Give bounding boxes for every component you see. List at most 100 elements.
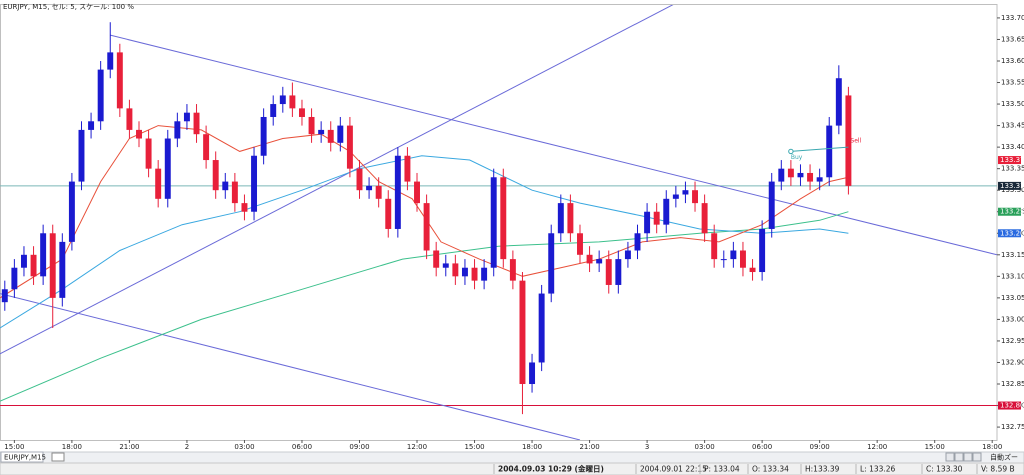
candle-body: [481, 267, 488, 281]
candle-body: [289, 95, 296, 109]
candle-body: [433, 250, 440, 268]
status-items: 2004.09.03 10:29 (金曜日) 2004.09.01 22:15P:…: [493, 464, 1015, 474]
price-label: 133.31: [1000, 182, 1024, 190]
candle-body: [519, 280, 526, 385]
moving-average: [0, 155, 849, 329]
candle-body: [299, 108, 305, 117]
tab-bar: [0, 451, 1024, 464]
candle-body: [807, 172, 814, 182]
x-tick-label: 09:00: [349, 443, 369, 451]
candle-body: [183, 112, 190, 122]
candle-body: [385, 198, 392, 229]
x-tick-label: 15:00: [925, 443, 945, 451]
candle-body: [835, 78, 842, 126]
candle-body: [308, 116, 315, 135]
candle-body: [40, 233, 47, 277]
candle-body: [88, 121, 95, 130]
scroll-button[interactable]: [945, 452, 955, 462]
status-item: 2004.09.03 10:29 (金曜日): [498, 464, 604, 474]
plot-area: [0, 5, 997, 440]
candle-body: [845, 95, 852, 186]
candle-body: [663, 198, 670, 225]
candle-body: [337, 125, 344, 143]
candle-body: [644, 211, 651, 234]
candle-body: [672, 194, 679, 199]
candle-body: [615, 259, 622, 285]
x-tick-label: 21:00: [579, 443, 599, 451]
x-tick-label: 18:00: [62, 443, 82, 451]
y-tick-label: 133.70: [1001, 14, 1024, 22]
status-item: P: 133.04: [704, 465, 740, 474]
candle-body: [279, 95, 286, 105]
candle-body: [826, 125, 833, 178]
candle-body: [49, 233, 56, 298]
status-item: L: 133.26: [860, 465, 896, 474]
price-label-box: [998, 401, 1021, 410]
tab-icon[interactable]: [51, 452, 65, 462]
annotation: Sell: [850, 138, 861, 145]
price-label-box: [998, 156, 1021, 165]
order-point: [788, 148, 794, 155]
candle-body: [529, 362, 536, 385]
candle-body: [346, 125, 353, 169]
chart-tab[interactable]: [0, 451, 44, 463]
candle-body: [212, 160, 219, 191]
candle-body: [624, 250, 631, 260]
candle-body: [692, 190, 698, 204]
price-label: 133.25: [1000, 208, 1024, 216]
candle-body: [241, 203, 248, 212]
candle-body: [749, 267, 756, 273]
chart-tab-label[interactable]: EURJPY,M15: [4, 454, 46, 462]
candle-body: [739, 250, 746, 268]
scroll-button[interactable]: [963, 452, 973, 462]
candle-body: [461, 267, 468, 277]
candle-body: [442, 263, 449, 268]
candle-body: [701, 203, 708, 234]
zoom-label[interactable]: 自動ズー: [990, 453, 1018, 462]
candle-body: [231, 181, 238, 204]
y-tick-label: 133.30: [1001, 186, 1024, 194]
x-tick-label: 21:00: [119, 443, 139, 451]
y-tick-label: 133.50: [1001, 100, 1024, 108]
y-tick-label: 133.55: [1001, 79, 1024, 87]
candle-body: [423, 203, 430, 251]
scroll-button[interactable]: [972, 452, 982, 462]
candle-body: [164, 138, 171, 199]
scroll-button[interactable]: [954, 452, 964, 462]
status-item: C: 133.30: [926, 465, 963, 474]
x-tick-label: 06:00: [752, 443, 772, 451]
candle-body: [778, 168, 785, 182]
y-tick-label: 133.10: [1001, 272, 1024, 280]
candle-body: [816, 177, 823, 182]
x-tick-label: 03:00: [234, 443, 254, 451]
chart-header: EURJPY, M15, セル: 5, スケール: 100 %: [3, 3, 134, 11]
candle-body: [557, 203, 564, 234]
order-link: [790, 146, 849, 152]
candle-body: [356, 168, 363, 191]
x-tick-label: 15:00: [4, 443, 24, 451]
candle-body: [251, 155, 258, 212]
y-tick-label: 133.60: [1001, 57, 1024, 65]
candle-body: [452, 263, 459, 277]
candle-body: [222, 181, 229, 191]
candle-body: [682, 190, 689, 195]
candle-body: [260, 116, 267, 156]
price-label-box: [998, 181, 1021, 190]
y-tick-label: 133.65: [1001, 35, 1024, 43]
candle-body: [490, 177, 497, 268]
candle-body: [375, 185, 382, 199]
candle-body: [155, 168, 162, 199]
candle-body: [97, 69, 104, 122]
y-tick-label: 133.15: [1001, 251, 1024, 259]
candle-body: [759, 228, 766, 273]
y-tick-label: 133.35: [1001, 165, 1024, 173]
candle-body: [605, 259, 612, 285]
candle-body: [318, 129, 325, 135]
trend-line: [0, 5, 674, 355]
candle-body: [366, 185, 373, 191]
candle-body: [538, 293, 545, 363]
x-tick-label: 12:00: [407, 443, 427, 451]
candle-body: [414, 181, 420, 204]
status-item: H:133.39: [805, 465, 840, 474]
candle-body: [78, 129, 85, 182]
